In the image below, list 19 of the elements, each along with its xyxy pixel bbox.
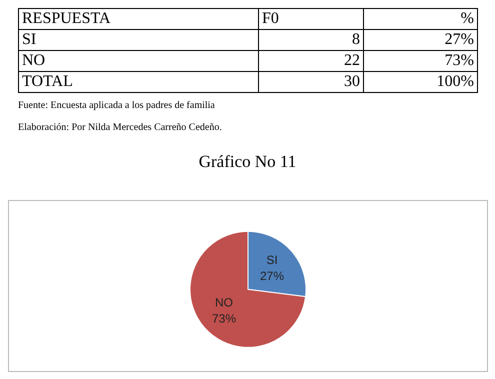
text: 8 <box>258 30 364 50</box>
text: NO <box>18 50 258 72</box>
text: SI <box>18 30 258 50</box>
text: 30 <box>258 72 364 92</box>
data-label: 73% <box>212 312 236 326</box>
slice-label: SI <box>266 253 278 268</box>
text: 27% <box>364 30 478 50</box>
source-note: Fuente: Encuesta aplicada a los padres de familia <box>18 100 215 111</box>
text: Elaboración: Por Nilda Mercedes Carreño Cedeño. <box>18 122 222 133</box>
text: 73% <box>364 50 478 72</box>
text: RESPUESTA <box>18 8 258 30</box>
slice-label: NO <box>214 296 233 310</box>
text: TOTAL <box>18 72 258 92</box>
text: F0 <box>258 8 364 30</box>
text: 22 <box>258 50 364 72</box>
chart-title: Gráfico No 11 <box>198 152 298 172</box>
text: % <box>364 8 478 30</box>
data-label: 27% <box>260 269 284 284</box>
text: 100% <box>364 72 478 92</box>
